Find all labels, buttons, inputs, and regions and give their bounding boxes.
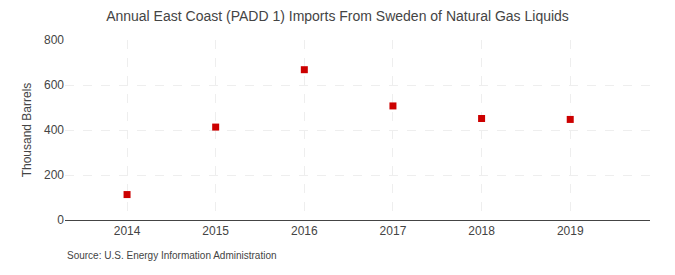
svg-text:2019: 2019 [557,224,584,238]
svg-text:2016: 2016 [291,224,318,238]
svg-text:Thousand Barrels: Thousand Barrels [20,83,34,178]
svg-text:0: 0 [57,213,64,227]
svg-text:2015: 2015 [202,224,229,238]
svg-text:Source: U.S. Energy Informatio: Source: U.S. Energy Information Administ… [67,250,277,261]
svg-text:800: 800 [44,33,64,47]
svg-text:2017: 2017 [380,224,407,238]
svg-text:400: 400 [44,123,64,137]
svg-text:Annual East Coast (PADD 1) Imp: Annual East Coast (PADD 1) Imports From … [106,8,569,24]
svg-text:200: 200 [44,168,64,182]
svg-text:600: 600 [44,78,64,92]
svg-text:2018: 2018 [468,224,495,238]
svg-text:2014: 2014 [114,224,141,238]
